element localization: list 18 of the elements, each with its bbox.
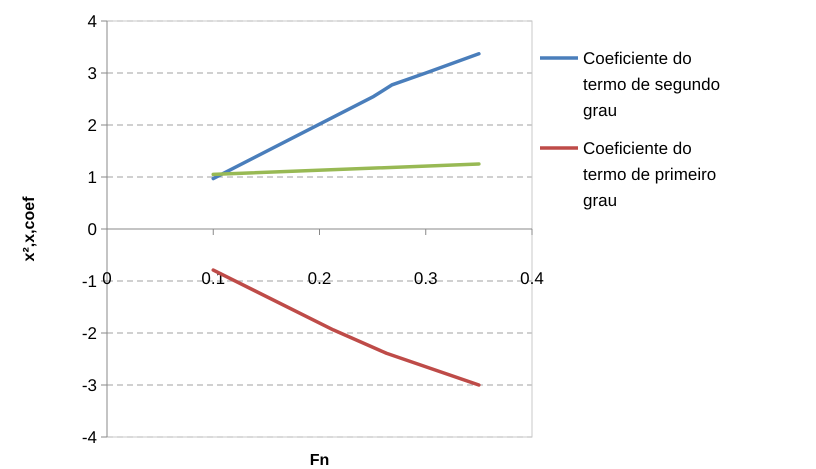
y-tick-label: -4 (82, 428, 97, 447)
x-tick-label: 0.4 (520, 269, 544, 288)
x-axis-title: Fn (310, 452, 330, 469)
x-tick-label: 0.2 (308, 269, 332, 288)
y-tick-label: -1 (82, 272, 97, 291)
y-axis-title: x²,x,coef (21, 196, 38, 262)
y-tick-label: -2 (82, 324, 97, 343)
line-series (212, 52, 481, 180)
x-tick-label: 0.3 (414, 269, 438, 288)
legend-label: Coeficiente do termo de segundo grau (583, 48, 720, 120)
y-tick-label: 1 (88, 168, 97, 187)
x-tick-label: 0 (102, 269, 112, 288)
y-tick-label: 3 (88, 64, 97, 83)
y-tick-label: 0 (88, 220, 97, 239)
y-tick-label: 4 (88, 12, 97, 31)
legend-label: Coeficiente do termo de primeiro grau (583, 138, 716, 210)
y-tick-label: 2 (88, 116, 97, 135)
y-tick-label: -3 (82, 376, 97, 395)
